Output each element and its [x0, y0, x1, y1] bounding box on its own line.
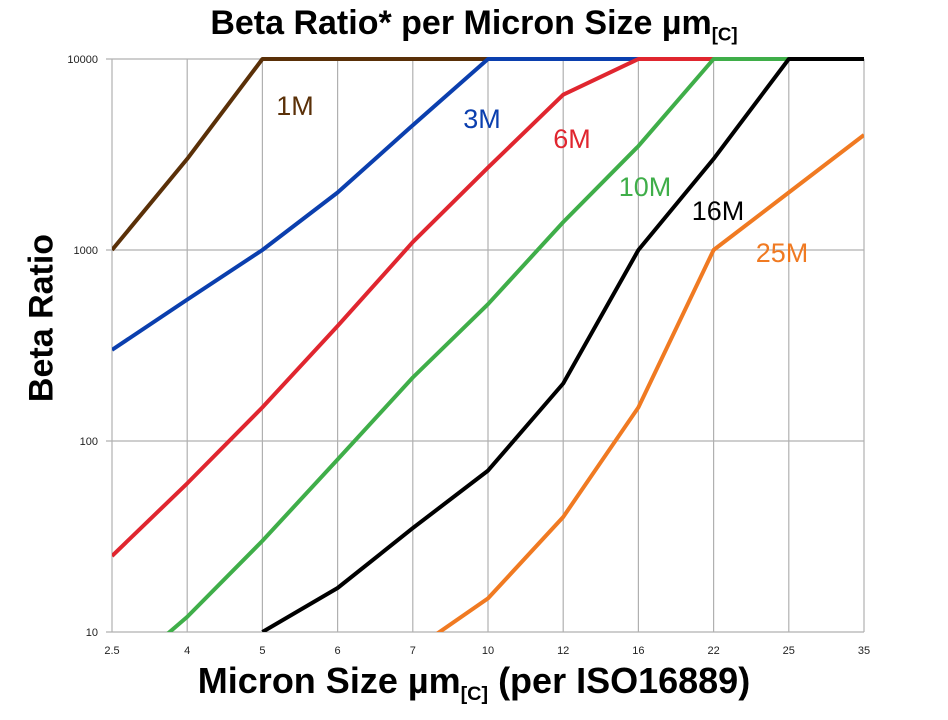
- series-line-25M: [435, 133, 864, 632]
- series-label-16M: 16M: [692, 196, 745, 226]
- x-tick-label: 5: [259, 645, 265, 657]
- title-text: Beta Ratio* per Micron Size µm: [210, 4, 712, 42]
- x-label-text: Micron Size µm: [197, 660, 461, 701]
- x-tick-label: 35: [858, 645, 870, 657]
- chart-title: Beta Ratio* per Micron Size µm[C]: [0, 4, 948, 46]
- x-tick-label: 2.5: [104, 645, 119, 657]
- x-tick-label: 22: [707, 645, 719, 657]
- x-tick-label: 6: [335, 645, 341, 657]
- x-label-subscript: [C]: [460, 682, 489, 705]
- x-tick-label: 10: [482, 645, 494, 657]
- y-tick-label: 100: [80, 436, 98, 448]
- title-subscript: [C]: [711, 23, 738, 45]
- x-label-suffix: (per ISO16889): [488, 660, 751, 701]
- x-tick-label: 16: [632, 645, 644, 657]
- y-axis-label: Beta Ratio: [22, 233, 61, 403]
- series-line-10M: [166, 57, 864, 632]
- x-tick-label: 12: [557, 645, 569, 657]
- x-tick-label: 7: [410, 645, 416, 657]
- y-tick-label: 1000: [74, 245, 98, 257]
- y-tick-label: 10: [86, 627, 98, 639]
- series-label-1M: 1M: [276, 91, 314, 121]
- series-line-16M: [261, 57, 864, 632]
- y-tick-label: 10000: [67, 54, 98, 66]
- series-label-6M: 6M: [553, 124, 591, 154]
- series-label-25M: 25M: [756, 238, 809, 268]
- series-label-3M: 3M: [463, 104, 501, 134]
- x-tick-label: 4: [184, 645, 190, 657]
- x-axis-label: Micron Size µm[C] (per ISO16889): [0, 660, 948, 706]
- x-tick-label: 25: [783, 645, 795, 657]
- series-label-10M: 10M: [619, 172, 672, 202]
